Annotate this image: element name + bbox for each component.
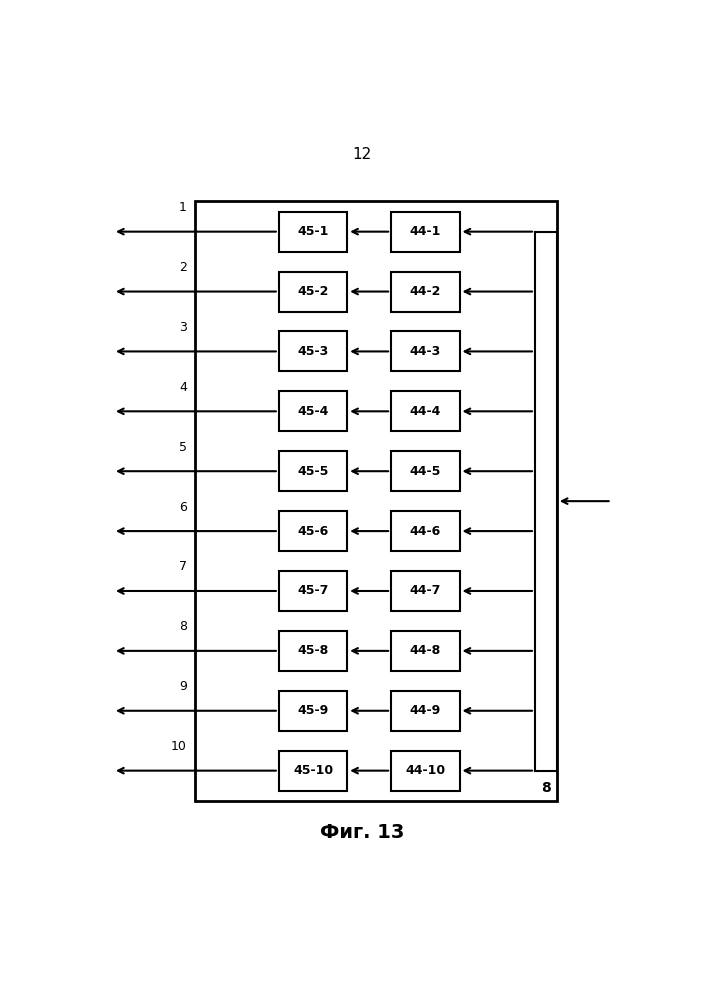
Text: 45-1: 45-1 [298,225,329,238]
Text: 44-10: 44-10 [405,764,445,777]
Text: 44-5: 44-5 [409,465,441,478]
Bar [391,631,460,671]
Bar [279,391,347,431]
Text: 3: 3 [179,321,187,334]
Text: 44-1: 44-1 [409,225,441,238]
Text: 45-4: 45-4 [298,405,329,418]
Bar [279,571,347,611]
Text: 10: 10 [171,740,187,753]
Text: 4: 4 [179,381,187,394]
Bar [391,751,460,791]
Text: 9: 9 [179,680,187,693]
Text: 2: 2 [179,261,187,274]
Text: 44-4: 44-4 [409,405,441,418]
Bar [391,391,460,431]
Bar [279,631,347,671]
Text: 8: 8 [179,620,187,633]
Text: 1: 1 [179,201,187,214]
Text: 45-10: 45-10 [293,764,333,777]
Bar [391,272,460,312]
Text: 44-6: 44-6 [410,525,441,538]
Text: 45-6: 45-6 [298,525,329,538]
Bar [391,691,460,731]
Text: 44-9: 44-9 [410,704,441,717]
Text: 45-8: 45-8 [298,644,329,657]
Text: 8: 8 [542,781,551,795]
Bar [391,331,460,371]
Bar [391,451,460,491]
Text: 12: 12 [353,147,372,162]
Text: 45-5: 45-5 [298,465,329,478]
Text: 45-7: 45-7 [298,584,329,597]
Bar [279,511,347,551]
Text: 45-9: 45-9 [298,704,329,717]
Text: 44-3: 44-3 [410,345,441,358]
Bar [279,272,347,312]
Text: 5: 5 [179,441,187,454]
Text: 44-8: 44-8 [410,644,441,657]
Bar [279,451,347,491]
Text: 7: 7 [179,560,187,573]
Bar [195,201,557,801]
Bar [391,571,460,611]
Text: Фиг. 13: Фиг. 13 [320,823,404,842]
Text: 45-3: 45-3 [298,345,329,358]
Bar [391,212,460,252]
Bar [391,511,460,551]
Text: 45-2: 45-2 [298,285,329,298]
Bar [279,331,347,371]
Text: 6: 6 [179,501,187,514]
Bar [279,691,347,731]
Bar [279,212,347,252]
Bar [279,751,347,791]
Text: 44-7: 44-7 [409,584,441,597]
Text: 44-2: 44-2 [409,285,441,298]
